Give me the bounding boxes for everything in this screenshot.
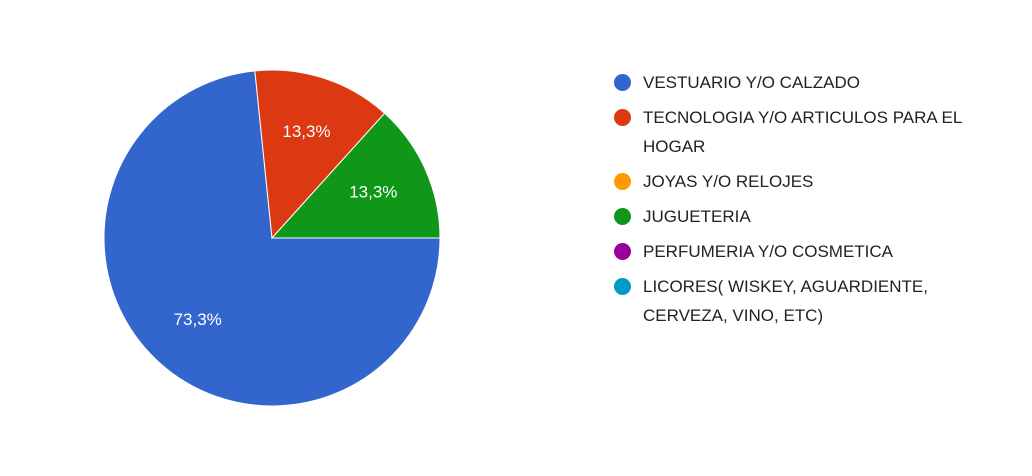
- legend-label: VESTUARIO Y/O CALZADO: [643, 73, 860, 92]
- legend-label: LICORES( WISKEY, AGUARDIENTE, CERVEZA, V…: [643, 277, 928, 325]
- legend-item: JUGUETERIA: [614, 202, 984, 231]
- legend-marker: [614, 173, 631, 190]
- legend-marker: [614, 243, 631, 260]
- legend-marker: [614, 208, 631, 225]
- legend-label: JOYAS Y/O RELOJES: [643, 172, 814, 191]
- legend-item: VESTUARIO Y/O CALZADO: [614, 68, 984, 97]
- legend-item: PERFUMERIA Y/O COSMETICA: [614, 237, 984, 266]
- legend-item: LICORES( WISKEY, AGUARDIENTE, CERVEZA, V…: [614, 272, 984, 330]
- legend-label: PERFUMERIA Y/O COSMETICA: [643, 242, 894, 261]
- slice-label: 13,3%: [282, 122, 330, 141]
- pie-slice: [270, 112, 441, 239]
- legend-item: TECNOLOGIA Y/O ARTICULOS PARA EL HOGAR: [614, 103, 984, 161]
- legend: VESTUARIO Y/O CALZADO TECNOLOGIA Y/O ARTI…: [614, 68, 984, 330]
- legend-marker: [614, 74, 631, 91]
- legend-label: TECNOLOGIA Y/O ARTICULOS PARA EL HOGAR: [643, 108, 962, 156]
- legend-marker: [614, 278, 631, 295]
- pie-slice: [254, 69, 386, 240]
- slice-label: 73,3%: [174, 310, 222, 329]
- slice-label: 13,3%: [349, 182, 397, 201]
- pie-chart: 73,3% 13,3% 13,3%: [103, 69, 441, 407]
- legend-marker: [614, 109, 631, 126]
- legend-label: JUGUETERIA: [643, 207, 751, 226]
- legend-item: JOYAS Y/O RELOJES: [614, 167, 984, 196]
